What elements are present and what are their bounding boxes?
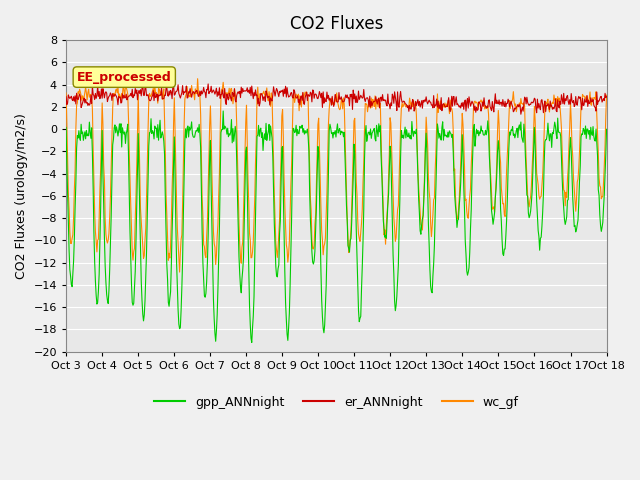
Text: EE_processed: EE_processed	[77, 71, 172, 84]
Y-axis label: CO2 Fluxes (urology/m2/s): CO2 Fluxes (urology/m2/s)	[15, 113, 28, 279]
Title: CO2 Fluxes: CO2 Fluxes	[290, 15, 383, 33]
Legend: gpp_ANNnight, er_ANNnight, wc_gf: gpp_ANNnight, er_ANNnight, wc_gf	[148, 391, 524, 414]
